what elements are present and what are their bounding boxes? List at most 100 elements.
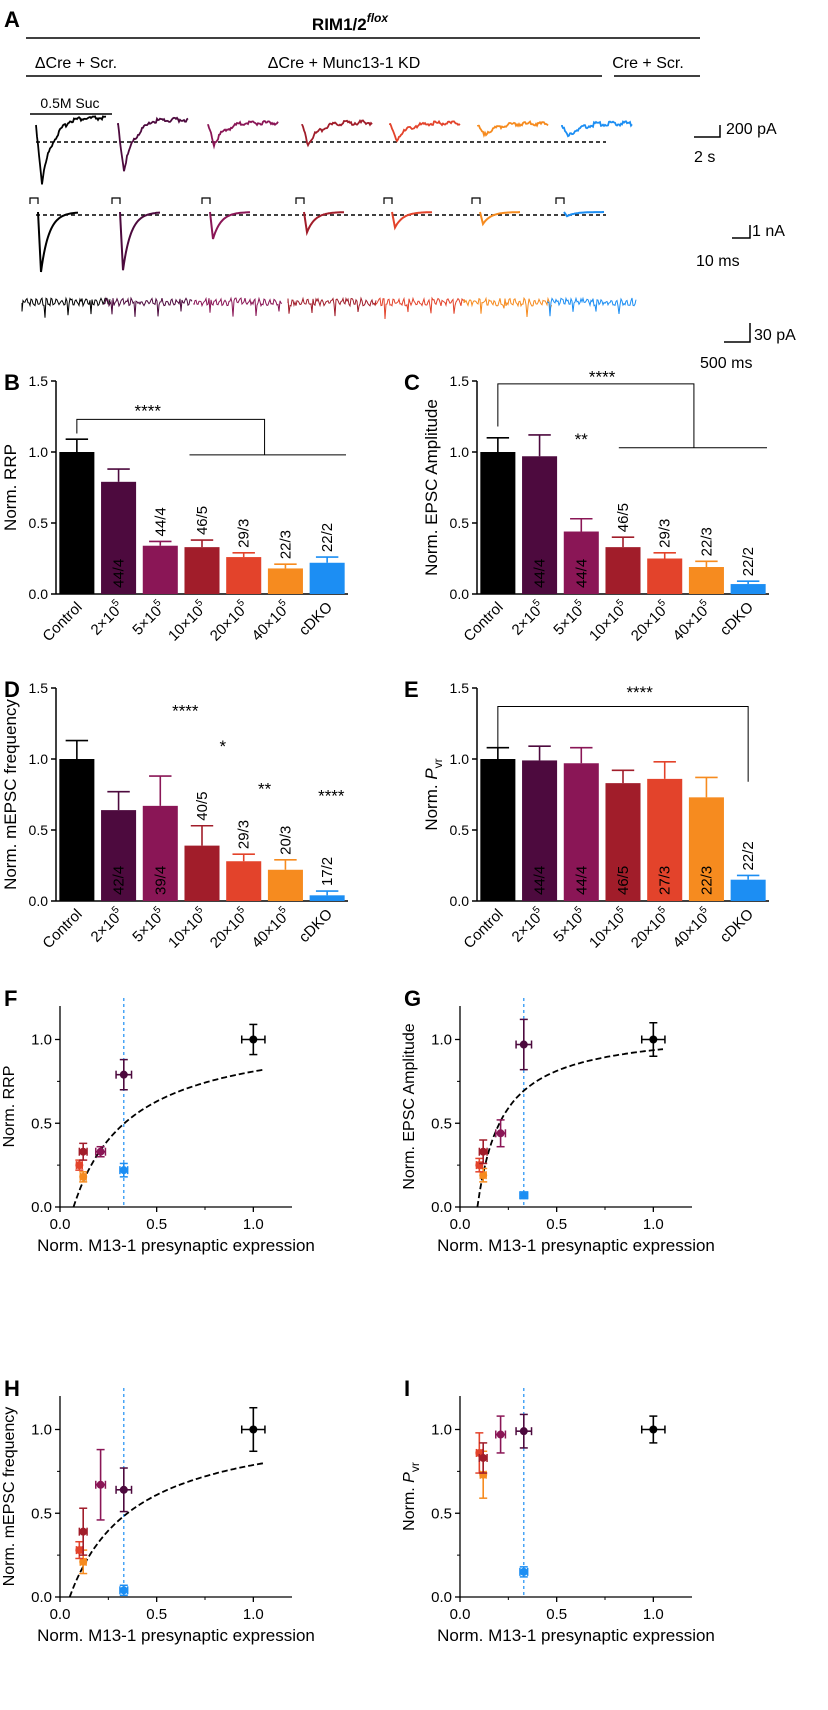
- significance-stars: ****: [135, 402, 162, 421]
- y-tick-label: 1.0: [31, 1032, 52, 1049]
- y-tick-label: 0.0: [431, 1589, 452, 1606]
- y-tick-label: 0.0: [450, 586, 470, 602]
- panel-letter-h: H: [4, 1376, 20, 1401]
- category-label-c2: 2×105: [507, 904, 549, 946]
- y-tick-label: 0.5: [29, 822, 49, 838]
- y-tick-label: 1.0: [450, 751, 470, 767]
- bar-cdko: [309, 895, 345, 901]
- sucrose-trace-c5: [207, 120, 279, 150]
- y-tick-label: 1.5: [450, 680, 470, 696]
- y-tick-label: 1.0: [431, 1422, 452, 1439]
- mepsc-trace-c10: [287, 296, 377, 317]
- bar-c20: [226, 861, 262, 901]
- bar-c2: [522, 760, 558, 901]
- n-label-c2: 44/4: [532, 559, 549, 588]
- n-label-c10: 46/5: [615, 866, 632, 895]
- epsc-trace-c2: [119, 211, 160, 271]
- stimulus-artifact-c40: [471, 197, 481, 204]
- y-axis-label: Norm. EPSC Amplitude: [401, 1023, 418, 1189]
- n-label-c40: 20/3: [277, 826, 294, 855]
- data-point-cdko: [519, 1191, 528, 1200]
- y-axis-label: Norm. Pvr: [401, 1462, 422, 1531]
- sucrose-trace-cdko: [561, 120, 633, 138]
- significance-stars: *: [220, 737, 227, 756]
- panel-letter-d: D: [4, 677, 20, 702]
- significance-stars: ****: [626, 683, 653, 702]
- scale-bar-sucrose: 200 pA 2 s: [694, 121, 777, 166]
- mepsc-trace-cdko: [547, 296, 637, 317]
- y-tick-label: 0.0: [31, 1589, 52, 1606]
- n-label-cdko: 17/2: [319, 857, 336, 886]
- category-label-c40: 40×105: [668, 597, 715, 644]
- y-tick-label: 1.5: [29, 373, 49, 389]
- genotype-label: RIM1/2flox: [312, 11, 389, 34]
- bar-control: [59, 452, 95, 594]
- category-label-c10: 10×105: [164, 597, 211, 644]
- stimulus-artifact-c10: [295, 197, 305, 204]
- n-label-c5: 44/4: [152, 507, 169, 536]
- n-label-control: 60/6: [490, 866, 507, 895]
- data-point-c2: [519, 1040, 528, 1049]
- bar-c2: [101, 810, 137, 901]
- n-label-c2: 44/4: [532, 866, 549, 895]
- n-label-c5: 39/4: [152, 866, 169, 895]
- y-tick-label: 0.5: [431, 1505, 452, 1522]
- panel-a-header: RIM1/2flox ΔCre + Scr. ΔCre + Munc13-1 K…: [26, 11, 700, 115]
- mepsc-trace-c40: [463, 296, 552, 318]
- bar-c10: [605, 783, 641, 901]
- sucrose-trace-c20: [389, 119, 461, 143]
- bar-control: [480, 759, 516, 901]
- bar-cdko: [730, 584, 766, 594]
- n-label-control: 60/6: [490, 559, 507, 588]
- category-label-c2: 2×105: [86, 904, 128, 946]
- x-axis-label: Norm. M13-1 presynaptic expression: [437, 1236, 715, 1255]
- category-label-control: Control: [460, 906, 506, 952]
- y-tick-label: 0.5: [31, 1115, 52, 1132]
- significance-bracket: [497, 383, 695, 448]
- scale-epsc-x: 10 ms: [696, 253, 740, 270]
- data-point-c20: [75, 1161, 84, 1170]
- bar-c5: [563, 531, 599, 594]
- n-label-c20: 27/3: [657, 866, 674, 895]
- mepsc-trace-c2: [103, 296, 193, 317]
- epsc-trace-control: [37, 211, 79, 273]
- significance-bracket: [76, 418, 266, 455]
- category-label-cdko: cDKO: [296, 599, 336, 639]
- data-point-c10: [479, 1453, 488, 1462]
- y-axis-label: Norm. mEPSC frequency: [1, 699, 20, 890]
- bar-c2: [522, 456, 558, 594]
- x-tick-label: 1.0: [643, 1606, 664, 1623]
- bar-control: [480, 452, 516, 594]
- n-label-cdko: 22/2: [740, 547, 757, 576]
- category-label-c10: 10×105: [585, 904, 632, 951]
- sucrose-trace-c10: [301, 118, 373, 148]
- n-label-c40: 22/3: [698, 866, 715, 895]
- significance-stars: ****: [172, 701, 199, 720]
- data-point-control: [649, 1035, 658, 1044]
- n-label-c20: 29/3: [236, 820, 253, 849]
- bar-c20: [226, 557, 262, 594]
- bar-c40: [267, 568, 303, 594]
- category-label-c20: 20×105: [626, 597, 673, 644]
- charts: 0.0 0.5 1.0 1.5 Norm. RRP 60/6 Control 44/4 2×10…: [1, 367, 769, 1645]
- bar-c5: [563, 763, 599, 901]
- stimulus-artifact-control: [29, 197, 39, 204]
- panel-letter-i: I: [404, 1376, 410, 1401]
- sucrose-trace-c40: [477, 120, 549, 138]
- bar-cdko: [309, 562, 345, 594]
- data-point-c20: [75, 1546, 84, 1555]
- data-point-c2: [119, 1485, 128, 1494]
- data-point-c2: [519, 1427, 528, 1436]
- data-point-control: [249, 1035, 258, 1044]
- data-point-cdko: [519, 1567, 528, 1576]
- sucrose-trace-control: [35, 115, 107, 185]
- n-label-c5: 44/4: [573, 559, 590, 588]
- panel-letter-g: G: [404, 986, 421, 1011]
- bar-c5: [142, 545, 178, 594]
- data-point-c40: [479, 1171, 488, 1180]
- category-label-c10: 10×105: [164, 904, 211, 951]
- bar-c40: [688, 797, 724, 901]
- x-tick-label: 0.0: [50, 1606, 71, 1623]
- category-label-cdko: cDKO: [296, 906, 336, 946]
